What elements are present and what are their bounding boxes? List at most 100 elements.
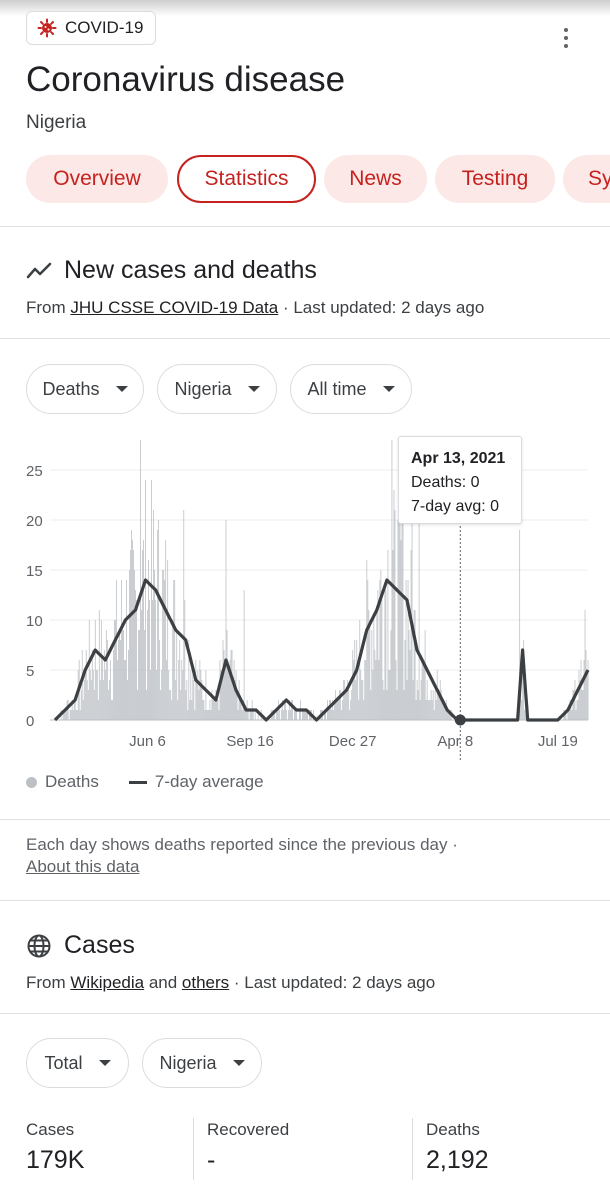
death-bar — [208, 710, 210, 720]
y-tick-label: 10 — [26, 613, 43, 630]
about-data-link[interactable]: About this data — [26, 857, 140, 876]
total-dropdown[interactable]: Total — [26, 1038, 129, 1088]
death-bar — [69, 710, 71, 720]
death-bar — [421, 660, 423, 720]
death-bar — [70, 710, 72, 720]
death-bar — [574, 680, 576, 720]
death-bar — [432, 690, 434, 720]
death-bar — [257, 710, 259, 720]
death-bar — [565, 710, 567, 720]
death-bar — [402, 510, 404, 720]
death-bar — [65, 710, 67, 720]
death-bar — [86, 680, 88, 720]
tab-news[interactable]: News — [324, 155, 427, 203]
death-bar — [142, 550, 143, 720]
death-bar — [419, 700, 421, 720]
death-bar — [252, 710, 254, 720]
death-bar — [388, 670, 390, 720]
death-bar — [90, 680, 92, 720]
death-bar — [345, 690, 347, 720]
death-bar — [285, 710, 287, 720]
death-bar — [76, 710, 78, 720]
source-link-wikipedia[interactable]: Wikipedia — [70, 973, 145, 992]
death-bar — [149, 600, 150, 720]
death-bar — [179, 640, 181, 720]
deaths-chart[interactable]: Jun 6 Sep 16 Dec 27 Apr 8 Jul 19 0 5 10 15 20 25 — [0, 430, 610, 760]
source-link-jhu[interactable]: JHU CSSE COVID-19 Data — [70, 298, 279, 317]
death-bar — [521, 700, 523, 720]
death-bar — [199, 660, 201, 720]
death-bar — [234, 680, 236, 720]
metric-dropdown[interactable]: Deaths — [26, 364, 144, 414]
death-bar — [218, 710, 220, 720]
death-bar — [367, 580, 369, 720]
death-bar — [275, 710, 277, 720]
death-bar — [196, 680, 198, 720]
death-bar — [200, 670, 202, 720]
death-bar — [409, 650, 411, 720]
death-bar — [391, 440, 393, 720]
death-bar — [429, 700, 431, 720]
death-bar — [193, 680, 195, 720]
death-bar — [112, 650, 114, 720]
death-bar — [189, 700, 191, 720]
death-bar — [197, 670, 199, 720]
death-bar — [362, 680, 364, 720]
cases-region-dropdown[interactable]: Nigeria — [142, 1038, 262, 1088]
tab-testing[interactable]: Testing — [435, 155, 555, 203]
death-bar — [201, 680, 203, 720]
death-bar — [372, 670, 374, 720]
death-bar — [75, 710, 77, 720]
death-bar — [249, 710, 251, 720]
death-bar — [95, 670, 97, 720]
range-dropdown[interactable]: All time — [290, 364, 412, 414]
stat-deaths: Deaths 2,192 — [426, 1120, 489, 1174]
death-bar — [85, 650, 87, 720]
death-bar — [283, 700, 285, 720]
more-options-icon[interactable] — [556, 26, 576, 50]
death-bar — [340, 690, 342, 720]
death-bar — [438, 690, 440, 720]
death-bar — [580, 660, 582, 720]
death-bar — [203, 700, 205, 720]
cases-source-line: From Wikipedia and others · Last updated… — [26, 973, 436, 992]
death-bar — [144, 630, 145, 720]
death-bar — [341, 710, 343, 720]
death-bar — [360, 670, 362, 720]
y-tick-label: 0 — [26, 713, 34, 730]
death-bar — [174, 580, 176, 720]
death-bar — [207, 710, 209, 720]
death-bar — [228, 670, 230, 720]
tab-symptoms[interactable]: Sy — [563, 155, 610, 203]
death-bar — [250, 710, 252, 720]
death-bar — [108, 680, 110, 720]
topic-chip[interactable]: COVID-19 — [26, 11, 157, 45]
region-dropdown[interactable]: Nigeria — [157, 364, 277, 414]
tab-overview[interactable]: Overview — [26, 155, 168, 203]
death-bar — [152, 600, 153, 720]
death-bar — [401, 460, 403, 720]
tab-statistics[interactable]: Statistics — [177, 155, 316, 203]
death-bar — [415, 700, 417, 720]
death-bar — [198, 690, 200, 720]
death-bar — [102, 680, 104, 720]
death-bar — [84, 670, 86, 720]
death-bar — [195, 660, 197, 720]
death-bar — [222, 640, 224, 720]
death-bar — [178, 660, 180, 720]
death-bar — [376, 610, 378, 720]
death-bar — [304, 710, 305, 720]
death-bar — [369, 620, 371, 720]
death-bar — [291, 700, 293, 720]
death-bar — [350, 700, 352, 720]
death-bar — [422, 660, 424, 720]
x-tick-label: Apr 8 — [437, 733, 473, 750]
death-bar — [159, 640, 161, 720]
death-bar — [211, 690, 213, 720]
death-bar — [223, 650, 225, 720]
death-bar — [587, 660, 589, 720]
death-bar — [583, 660, 585, 720]
source-link-others[interactable]: others — [181, 973, 230, 992]
death-bar — [324, 710, 325, 720]
death-bar — [101, 660, 103, 720]
